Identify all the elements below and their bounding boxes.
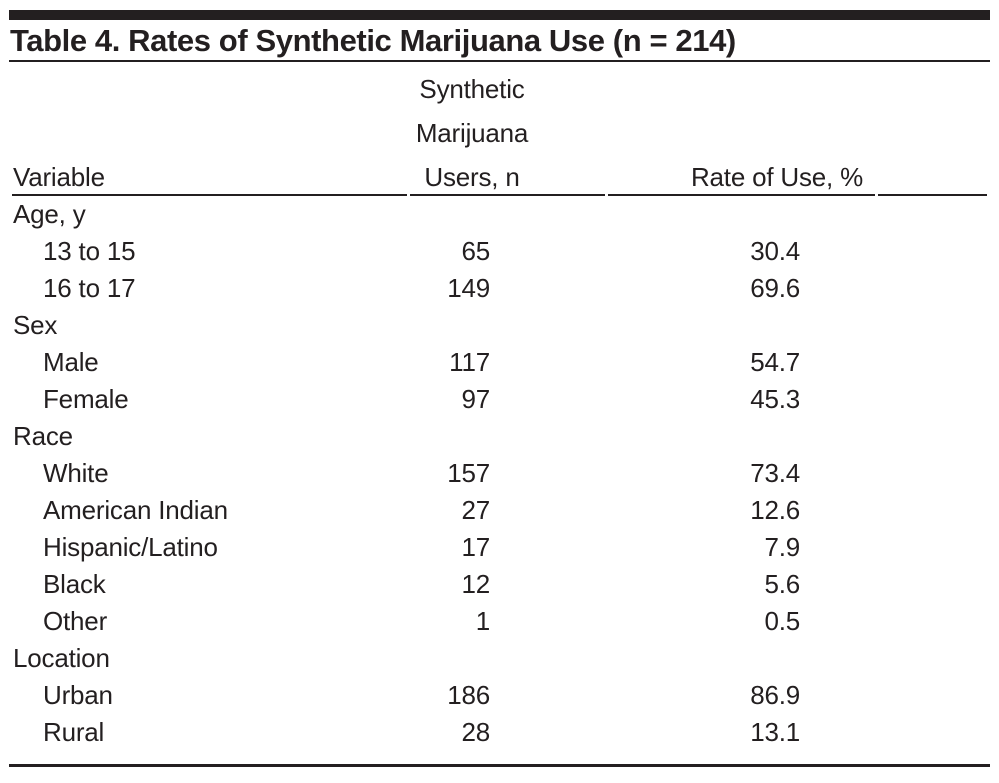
row-label: Hispanic/Latino — [43, 532, 218, 562]
rate-value: 5.6 — [764, 569, 800, 599]
col2-header-line2: Marijuana — [415, 118, 529, 148]
group-label: Sex — [13, 310, 58, 340]
rate-value: 54.7 — [750, 347, 800, 377]
top-rule — [9, 10, 990, 20]
users-n-value: 28 — [461, 717, 490, 747]
row-label: White — [43, 458, 109, 488]
row-label: Other — [43, 606, 108, 636]
table-row: Hispanic/Latino 17 7.9 — [12, 529, 987, 566]
rate-value: 69.6 — [750, 273, 800, 303]
rate-value: 12.6 — [750, 495, 800, 525]
table-row: Male 117 54.7 — [12, 344, 987, 381]
group-row-race: Race — [12, 418, 987, 455]
rate-value: 0.5 — [764, 606, 800, 636]
table-row: 16 to 17 149 69.6 — [12, 270, 987, 307]
row-label: Black — [43, 569, 106, 599]
col1-header-variable: Variable — [12, 150, 407, 196]
users-n-value: 12 — [461, 569, 490, 599]
users-n-value: 27 — [461, 495, 490, 525]
users-n-value: 117 — [449, 347, 490, 377]
table-row: 13 to 15 65 30.4 — [12, 233, 987, 270]
table-row: Black 12 5.6 — [12, 566, 987, 603]
rate-value: 30.4 — [750, 236, 800, 266]
users-n-value: 97 — [461, 384, 490, 414]
table-title: Table 4. Rates of Synthetic Marijuana Us… — [9, 20, 990, 62]
row-label: 13 to 15 — [43, 236, 136, 266]
group-label: Race — [13, 421, 73, 451]
row-label: Rural — [43, 717, 105, 747]
row-label: American Indian — [43, 495, 228, 525]
table-body: Age, y 13 to 15 65 30.4 16 to 17 149 69.… — [12, 196, 987, 751]
users-n-value: 149 — [447, 273, 490, 303]
users-n-value: 157 — [447, 458, 490, 488]
users-n-value: 65 — [461, 236, 490, 266]
row-label: Female — [43, 384, 129, 414]
table-row: Female 97 45.3 — [12, 381, 987, 418]
rate-value: 13.1 — [750, 717, 800, 747]
header-row-line1: Synthetic — [12, 62, 987, 106]
row-label: Male — [43, 347, 99, 377]
rate-value: 73.4 — [750, 458, 800, 488]
header-row-line2: Marijuana — [12, 106, 987, 150]
rate-value: 86.9 — [750, 680, 800, 710]
table-row: Urban 186 86.9 — [12, 677, 987, 714]
row-label: 16 to 17 — [43, 273, 136, 303]
table-row: Rural 28 13.1 — [12, 714, 987, 751]
group-row-location: Location — [12, 640, 987, 677]
col2-header-line1: Synthetic — [419, 74, 525, 104]
row-label: Urban — [43, 680, 113, 710]
col3-header-rate: Rate of Use, % — [608, 150, 875, 196]
data-table: Synthetic Marijuana Variable Users, n Ra… — [9, 62, 990, 751]
users-n-value: 186 — [447, 680, 490, 710]
group-row-age: Age, y — [12, 196, 987, 233]
users-n-value: 1 — [475, 606, 490, 636]
table-header: Synthetic Marijuana Variable Users, n Ra… — [12, 62, 987, 196]
group-label: Age, y — [13, 199, 86, 229]
bottom-rule — [9, 764, 990, 767]
group-label: Location — [13, 643, 110, 673]
rate-value: 7.9 — [764, 532, 800, 562]
group-row-sex: Sex — [12, 307, 987, 344]
header-row-line3: Variable Users, n Rate of Use, % — [12, 150, 987, 196]
col2-header-line3: Users, n — [410, 150, 605, 196]
table-figure: Table 4. Rates of Synthetic Marijuana Us… — [0, 10, 999, 767]
users-n-value: 17 — [461, 532, 490, 562]
rate-value: 45.3 — [750, 384, 800, 414]
table-row: Other 1 0.5 — [12, 603, 987, 640]
table-row: White 157 73.4 — [12, 455, 987, 492]
table-row: American Indian 27 12.6 — [12, 492, 987, 529]
